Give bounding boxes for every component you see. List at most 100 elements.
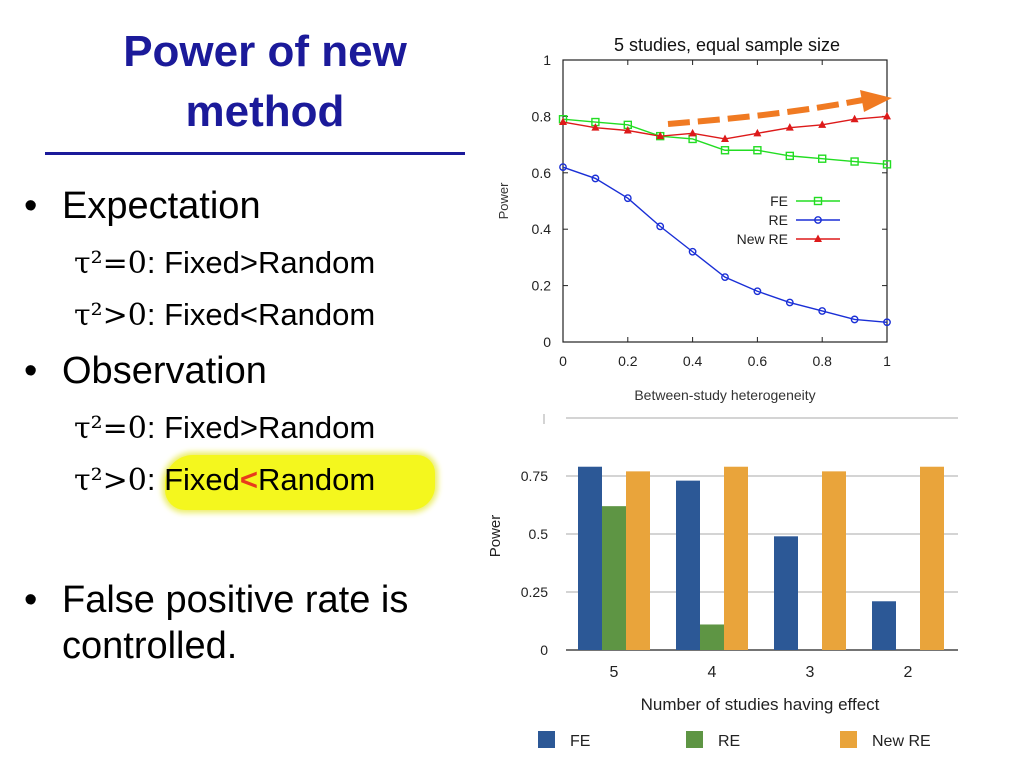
circle-marker	[753, 287, 762, 296]
circle-marker	[656, 222, 665, 231]
square-marker	[753, 146, 762, 155]
square-marker	[818, 154, 827, 163]
x-axis-ticks: 0 0.2 0.4 0.6 0.8 1	[559, 60, 891, 369]
x-tick-label: 0.4	[683, 353, 703, 369]
square-marker	[882, 160, 892, 169]
triangle-marker	[785, 123, 794, 131]
y-axis-label: Power	[496, 182, 511, 220]
x-tick-label: 0.6	[748, 353, 768, 369]
x-tick-label: 0.8	[812, 353, 832, 369]
circle-marker	[883, 318, 891, 327]
bar-fe-3	[774, 536, 798, 650]
triangle-marker	[883, 111, 891, 120]
bullet-text: Expectation	[62, 185, 261, 227]
tau-expression: τ²>0	[74, 463, 147, 498]
circle-marker	[814, 216, 822, 224]
circle-marker	[623, 194, 632, 203]
legend-swatch	[686, 731, 703, 748]
line-chart: 5 studies, equal sample size 00.20.40.60…	[496, 35, 892, 403]
series-line	[562, 166, 888, 323]
circle-marker	[785, 298, 794, 307]
y-tick-label: 0.5	[529, 526, 549, 542]
legend-label: RE	[718, 733, 740, 750]
x-tick-label: 4	[708, 664, 717, 681]
bar-re-4	[700, 624, 724, 650]
y-tick-label: 0.4	[532, 221, 552, 237]
x-tick-label: 0	[559, 353, 567, 369]
bar-fe-5	[578, 466, 602, 650]
square-marker	[785, 151, 794, 161]
bar-new-re-4	[724, 466, 748, 650]
sub-bullet: τ²=0: Fixed>Random	[74, 245, 375, 281]
legend-label: New RE	[872, 733, 931, 750]
sub-bullet-text: : Fixed>Random	[146, 245, 376, 280]
x-tick-label: 3	[806, 664, 815, 681]
bullet-false-positive: • False positive rate is controlled.	[24, 577, 464, 669]
triangle-marker	[850, 114, 859, 123]
legend-label: RE	[769, 212, 788, 228]
triangle-marker	[688, 128, 697, 137]
circle-marker	[559, 163, 567, 172]
title-underline	[45, 152, 465, 155]
legend-label: FE	[770, 193, 788, 209]
triangle-marker	[623, 126, 632, 134]
triangle-marker	[814, 234, 822, 242]
x-tick-label: 5	[610, 664, 619, 681]
x-tick-label: 0.2	[618, 353, 638, 369]
series-re	[559, 163, 891, 327]
dashed-arrow-line	[667, 97, 864, 127]
y-tick-label: 0.25	[521, 584, 548, 600]
triangle-marker	[721, 134, 729, 142]
triangle-marker	[818, 120, 827, 128]
x-axis-ticks: 5 4 3 2	[610, 664, 913, 681]
y-axis-ticks: 0 0.2 0.4 0.6 0.8 1	[532, 52, 887, 350]
circle-marker	[591, 174, 600, 183]
x-tick-label: 2	[904, 664, 913, 681]
legend-label: FE	[570, 733, 590, 750]
bullet-dot: •	[24, 350, 38, 392]
less-than-sign: <	[239, 462, 258, 497]
circle-marker	[688, 247, 697, 256]
triangle-marker	[656, 131, 665, 140]
highlight-marker	[165, 455, 435, 510]
legend: FE RE New RE	[737, 193, 840, 247]
circle-marker	[850, 315, 859, 324]
triangle-marker	[753, 128, 762, 137]
triangle-marker	[591, 123, 600, 131]
bullet-observation: • Observation	[24, 350, 267, 393]
circle-marker	[818, 307, 827, 315]
tau-expression: τ²>0	[74, 298, 147, 333]
y-tick-label: 0	[543, 334, 551, 350]
bar-fe-2	[872, 601, 896, 650]
sub-bullet: τ²>0: Fixed<Random	[74, 297, 375, 333]
sub-bullet-text: Random	[258, 462, 376, 497]
bar-new-re-5	[626, 471, 650, 650]
series-group	[558, 111, 892, 327]
bullet-text: False positive rate is controlled.	[62, 579, 409, 667]
legend-swatch	[840, 731, 857, 748]
series-new-re	[559, 111, 891, 142]
x-axis-label: Number of studies having effect	[641, 695, 880, 714]
slide-title: Power of new method	[123, 27, 407, 136]
bullet-dot: •	[24, 185, 38, 227]
legend-swatch	[538, 731, 555, 748]
y-tick-label: 0.6	[532, 165, 552, 181]
bar-fe-4	[676, 480, 700, 650]
sub-bullet-text: : Fixed	[146, 462, 240, 497]
x-axis-label: Between-study heterogeneity	[634, 387, 815, 403]
bar-new-re-2	[920, 466, 944, 650]
sub-bullet-highlighted: τ²>0: Fixed<Random	[74, 462, 375, 498]
legend-label: New RE	[737, 231, 788, 247]
sub-bullet-text: : Fixed<Random	[146, 297, 376, 332]
tau-expression: τ²=0	[74, 411, 147, 446]
y-tick-label: 0.8	[532, 108, 552, 124]
arrow-head	[860, 90, 892, 112]
bars	[578, 466, 944, 650]
sub-bullet: τ²=0: Fixed>Random	[74, 410, 375, 446]
square-marker	[720, 146, 730, 155]
bullet-text: Observation	[62, 350, 267, 392]
sub-bullet-text: : Fixed>Random	[146, 410, 376, 445]
y-tick-label: 0	[540, 642, 548, 658]
series-line	[562, 118, 888, 166]
plot-frame	[562, 59, 888, 343]
